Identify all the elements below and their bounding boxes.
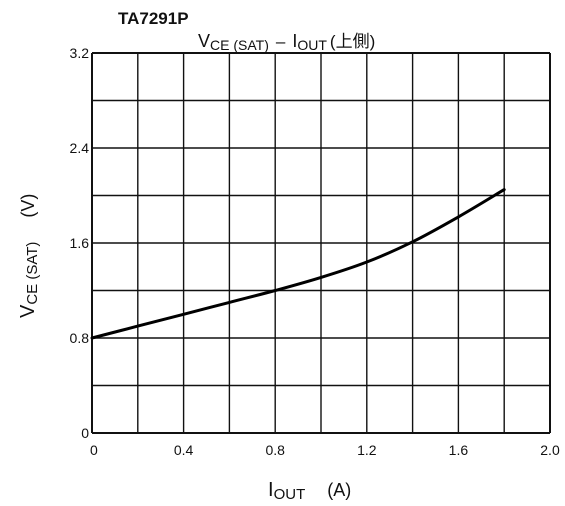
x-tick-label: 1.2 (357, 442, 377, 458)
x-tick-labels: 0 0.4 0.8 1.2 1.6 2.0 (90, 442, 560, 458)
x-tick-label: 2.0 (540, 442, 560, 458)
chart-title: VCE (SAT) – IOUT (上側) (198, 31, 375, 53)
y-tick-label: 0 (81, 425, 89, 441)
y-axis-unit: (V) (18, 194, 38, 218)
x-tick-label: 0 (90, 442, 98, 458)
y-axis-label-sub: CE (SAT) (24, 242, 41, 305)
title-dash: – (276, 32, 286, 51)
x-axis-label-main: I (268, 479, 274, 501)
x-tick-label: 0.4 (174, 442, 194, 458)
y-tick-label: 3.2 (70, 45, 90, 61)
title-v-sub: CE (SAT) (210, 37, 269, 53)
y-axis-label: VCE (SAT) (V) (17, 194, 41, 318)
x-axis-label-sub: OUT (274, 486, 306, 503)
title-suffix: (上側) (330, 32, 375, 51)
y-tick-labels: 0 0.8 1.6 2.4 3.2 (70, 45, 90, 441)
series-line (90, 188, 506, 340)
part-number: TA7291P (118, 9, 189, 28)
x-tick-label: 1.6 (449, 442, 469, 458)
x-tick-label: 0.8 (265, 442, 285, 458)
y-axis-label-main: V (17, 304, 39, 318)
x-axis-label: IOUT (A) (268, 479, 351, 503)
grid (91, 52, 551, 434)
y-tick-label: 0.8 (70, 330, 90, 346)
y-tick-label: 2.4 (70, 140, 90, 156)
title-i-main: I (292, 31, 297, 51)
series (90, 188, 506, 340)
title-i-sub: OUT (297, 37, 327, 53)
x-axis-unit: (A) (327, 480, 351, 500)
title-v-main: V (198, 31, 210, 51)
y-tick-label: 1.6 (70, 235, 90, 251)
